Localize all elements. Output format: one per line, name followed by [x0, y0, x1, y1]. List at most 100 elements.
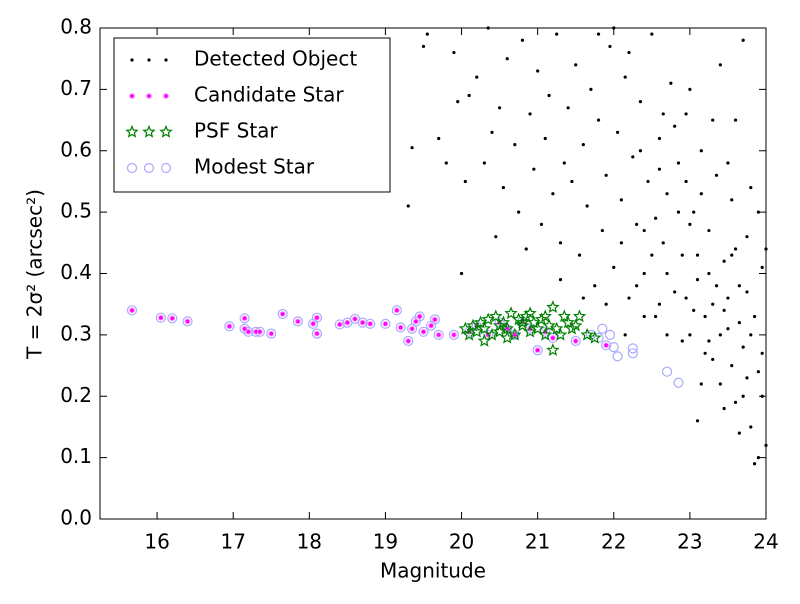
- detected-point: [711, 357, 715, 362]
- detected-point: [733, 400, 738, 404]
- legend-marker: [163, 93, 169, 99]
- modest-point: [627, 343, 638, 354]
- candidate-point: [241, 315, 248, 322]
- detected-point: [600, 228, 604, 233]
- psf-point: [519, 309, 533, 323]
- detected-point: [684, 112, 688, 116]
- detected-point: [730, 363, 734, 368]
- detected-point: [665, 271, 669, 276]
- legend-label: Detected Object: [194, 47, 357, 71]
- legend-marker: [125, 124, 139, 138]
- detected-point: [619, 241, 623, 245]
- y-tick-label: 0.0: [60, 506, 92, 530]
- candidate-point: [416, 313, 423, 320]
- detected-point: [722, 406, 726, 411]
- detected-point: [718, 382, 722, 386]
- detected-point: [699, 192, 703, 196]
- detected-point: [452, 50, 456, 55]
- candidate-point: [279, 311, 286, 317]
- detected-point: [707, 271, 711, 276]
- candidate-point: [129, 307, 135, 314]
- detected-point: [650, 32, 654, 36]
- detected-point: [699, 382, 703, 386]
- psf-point: [538, 327, 552, 341]
- detected-point: [661, 241, 665, 245]
- y-tick-label: 0.6: [60, 137, 92, 161]
- y-tick-label: 0.2: [60, 383, 92, 407]
- detected-point: [703, 314, 707, 319]
- candidate-point: [257, 329, 263, 335]
- detected-point: [733, 247, 738, 251]
- modest-point: [418, 326, 429, 337]
- detected-point: [726, 327, 730, 331]
- detected-point: [558, 278, 563, 282]
- detected-point: [669, 81, 673, 85]
- candidate-point: [428, 322, 434, 329]
- modest-point: [182, 316, 193, 327]
- detected-point: [680, 339, 684, 343]
- modest-point: [266, 328, 277, 339]
- candidate-point: [352, 316, 358, 322]
- psf-point: [515, 315, 530, 329]
- legend-label: PSF Star: [194, 119, 278, 143]
- psf-point: [561, 315, 575, 329]
- detected-point: [714, 173, 719, 177]
- detected-point: [635, 284, 639, 288]
- detected-point: [711, 302, 715, 306]
- psf-point: [580, 327, 594, 341]
- x-tick-label: 17: [220, 530, 245, 554]
- detected-point: [585, 204, 589, 208]
- detected-point: [756, 210, 760, 214]
- legend-marker: [126, 162, 138, 174]
- candidate-point: [534, 347, 541, 354]
- modest-point: [311, 312, 323, 323]
- detected-point: [638, 100, 643, 104]
- detected-point: [726, 161, 730, 165]
- detected-point: [657, 302, 662, 306]
- psf-point: [538, 309, 552, 323]
- detected-point: [718, 333, 722, 337]
- legend-marker: [146, 93, 152, 99]
- detected-point: [749, 333, 753, 337]
- psf-point: [477, 333, 492, 347]
- detected-point: [532, 167, 536, 171]
- candidate-point: [397, 324, 404, 331]
- detected-point: [745, 376, 749, 380]
- psf-point: [557, 309, 572, 323]
- modest-point: [357, 317, 368, 328]
- detected-point: [577, 253, 582, 257]
- detected-point: [467, 93, 471, 98]
- detected-point: [619, 198, 623, 202]
- modest-point: [311, 328, 323, 339]
- detected-point: [505, 57, 509, 61]
- candidate-point: [603, 342, 609, 349]
- legend-marker: [159, 124, 173, 138]
- modest-point: [604, 329, 616, 340]
- psf-point: [588, 330, 602, 344]
- detected-point: [558, 241, 563, 245]
- detected-point: [536, 69, 540, 73]
- detected-point: [425, 32, 429, 36]
- detected-point: [406, 204, 410, 208]
- detected-point: [688, 87, 692, 91]
- detected-point: [421, 44, 426, 49]
- x-tick-label: 20: [449, 530, 474, 554]
- candidate-point: [359, 319, 366, 326]
- detected-point: [589, 87, 593, 91]
- detected-point: [627, 296, 631, 300]
- detected-point: [707, 228, 711, 233]
- candidate-point: [268, 330, 275, 337]
- candidate-point: [432, 316, 438, 323]
- modest-point: [334, 319, 345, 330]
- y-tick-label: 0.3: [60, 321, 92, 345]
- candidate-point: [314, 330, 320, 337]
- detected-point: [562, 161, 566, 165]
- psf-point: [534, 312, 549, 326]
- x-tick-label: 16: [144, 530, 169, 554]
- legend-marker: [130, 58, 134, 62]
- psf-point: [458, 321, 473, 335]
- modest-point: [601, 340, 612, 351]
- psf-point: [565, 321, 579, 335]
- candidate-point: [158, 314, 164, 321]
- candidate-point: [550, 335, 556, 341]
